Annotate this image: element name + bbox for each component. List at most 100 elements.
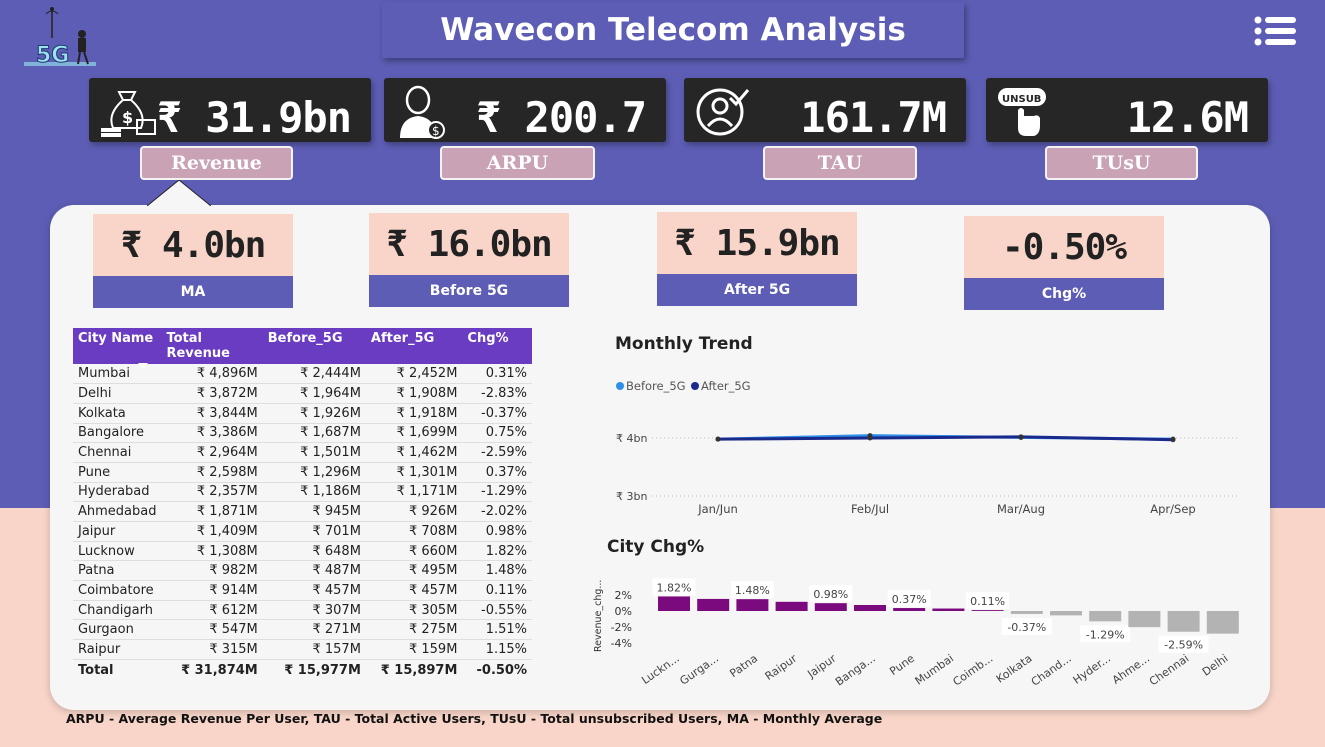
total-label-cell: Total [73, 658, 162, 682]
metric-value: ₹ 15.9bn [657, 212, 857, 274]
kpi-label-tau[interactable]: TAU [763, 146, 917, 180]
value-cell: ₹ 2,444M [262, 364, 366, 385]
value-cell: ₹ 612M [161, 600, 263, 621]
value-cell: 0.31% [462, 364, 532, 385]
value-cell: ₹ 487M [262, 560, 366, 582]
x-tick-label: Apr/Sep [1150, 502, 1195, 516]
table-row[interactable]: Chennai ₹ 2,964M ₹ 1,501M ₹ 1,462M -2.59% [73, 442, 532, 463]
value-cell: ₹ 3,386M [161, 423, 263, 444]
value-cell: ₹ 945M [262, 501, 366, 522]
data-label: 1.82% [657, 581, 692, 594]
city-name-cell: Pune [73, 462, 162, 483]
data-point [867, 435, 873, 441]
table-row[interactable]: Hyderabad ₹ 2,357M ₹ 1,186M ₹ 1,171M -1.29% [73, 482, 532, 503]
y-tick-label: ₹ 4bn [616, 432, 647, 445]
table-row[interactable]: Bangalore ₹ 3,386M ₹ 1,687M ₹ 1,699M 0.75% [73, 423, 532, 444]
y-tick-label: -2% [611, 621, 632, 634]
value-cell: ₹ 926M [365, 501, 463, 522]
value-cell: 0.98% [462, 521, 532, 542]
legend-label: After_5G [701, 379, 751, 393]
logo-text: 5G [36, 43, 69, 68]
table-row[interactable]: Patna ₹ 982M ₹ 487M ₹ 495M 1.48% [73, 560, 532, 582]
data-label-bg [1001, 617, 1052, 635]
table-row[interactable]: Gurgaon ₹ 547M ₹ 271M ₹ 275M 1.51% [73, 619, 532, 641]
col-header-chg[interactable]: Chg% [462, 328, 532, 364]
value-cell: -2.59% [462, 442, 532, 463]
bar [1128, 611, 1161, 628]
table-row[interactable]: Delhi ₹ 3,872M ₹ 1,964M ₹ 1,908M -2.83% [73, 383, 532, 404]
kpi-card-revenue[interactable]: $ ₹ 31.9bn [89, 78, 371, 142]
col-header-after-5g[interactable]: After_5G [365, 328, 463, 364]
data-label: -0.37% [1007, 621, 1046, 634]
table-row[interactable]: Jaipur ₹ 1,409M ₹ 701M ₹ 708M 0.98% [73, 521, 532, 542]
table-row[interactable]: Coimbatore ₹ 914M ₹ 457M ₹ 457M 0.11% [73, 580, 532, 601]
bar [1010, 611, 1043, 614]
total-value-cell: ₹ 15,897M [365, 658, 463, 682]
value-cell: ₹ 275M [365, 619, 463, 641]
table-row[interactable]: Mumbai ₹ 4,896M ₹ 2,444M ₹ 2,452M 0.31% [73, 364, 532, 385]
total-value-cell: ₹ 15,977M [262, 658, 366, 682]
table-row[interactable]: Ahmedabad ₹ 1,871M ₹ 945M ₹ 926M -2.02% [73, 501, 532, 522]
x-tick-label: Coimb... [950, 652, 995, 689]
table-row[interactable]: Lucknow ₹ 1,308M ₹ 648M ₹ 660M 1.82% [73, 541, 532, 562]
table-row[interactable]: Raipur ₹ 315M ₹ 157M ₹ 159M 1.15% [73, 639, 532, 660]
sort-desc-icon[interactable] [137, 363, 148, 369]
footer-note: ARPU - Average Revenue Per User, TAU - T… [66, 711, 883, 726]
value-cell: -2.83% [462, 383, 532, 404]
data-label: -2.59% [1164, 639, 1203, 652]
col-header-total-revenue[interactable]: Total Revenue [137, 328, 263, 369]
table-row[interactable]: Chandigarh ₹ 612M ₹ 307M ₹ 305M -0.55% [73, 600, 532, 621]
table-body: Mumbai ₹ 4,896M ₹ 2,444M ₹ 2,452M 0.31% Delhi… [73, 364, 532, 682]
value-cell: ₹ 1,409M [161, 521, 263, 542]
kpi-card-tau[interactable]: 161.7M [684, 78, 966, 142]
kpi-card-arpu[interactable]: $ ₹ 200.7 [384, 78, 666, 142]
kpi-label-tusu[interactable]: TUsU [1045, 146, 1198, 180]
bar [1167, 611, 1200, 632]
table-row[interactable]: Pune ₹ 2,598M ₹ 1,296M ₹ 1,301M 0.37% [73, 462, 532, 483]
value-cell: ₹ 1,171M [365, 482, 463, 503]
unsub-icon-text: UNSUB [1002, 94, 1041, 105]
col-header-before-5g[interactable]: Before_5G [262, 328, 366, 364]
panel-pointer-outline [147, 180, 211, 206]
table-row[interactable]: Kolkata ₹ 3,844M ₹ 1,926M ₹ 1,918M -0.37% [73, 403, 532, 424]
value-cell: ₹ 1,462M [365, 442, 463, 463]
dashboard-title: Wavecon Telecom Analysis [440, 12, 906, 48]
kpi-card-tusu[interactable]: UNSUB 12.6M [986, 78, 1268, 142]
value-cell: ₹ 1,308M [161, 541, 263, 562]
legend-marker [691, 382, 699, 390]
value-cell: ₹ 495M [365, 560, 463, 582]
svg-text:$: $ [122, 108, 133, 127]
city-name-cell: Chennai [73, 442, 162, 463]
bar [1050, 611, 1082, 616]
city-name-cell: Patna [73, 560, 162, 582]
bar [932, 608, 965, 611]
value-cell: ₹ 660M [365, 541, 463, 562]
x-tick-label: Ahme... [1110, 652, 1152, 687]
menu-list-icon[interactable] [1254, 16, 1296, 46]
value-cell: ₹ 1,296M [262, 462, 366, 483]
col-header-city[interactable]: City Name [73, 328, 162, 364]
value-cell: 0.11% [462, 580, 532, 601]
data-label: 1.48% [735, 584, 770, 597]
data-label-bg [966, 592, 1010, 610]
city-name-cell: Gurgaon [73, 619, 162, 641]
value-cell: ₹ 271M [262, 619, 366, 641]
data-label-bg [887, 590, 931, 608]
table-header-row: City Name Total Revenue Before_5G After_… [73, 328, 532, 369]
x-tick-label: Raipur [763, 652, 800, 683]
user-coin-icon: $ [400, 85, 445, 139]
bar [854, 605, 886, 611]
kpi-label-arpu[interactable]: ARPU [440, 146, 595, 180]
value-cell: ₹ 457M [262, 580, 366, 601]
data-label-bg [1080, 625, 1131, 643]
value-cell: ₹ 1,871M [161, 501, 263, 522]
value-cell: ₹ 1,926M [262, 403, 366, 424]
value-cell: ₹ 2,452M [365, 364, 463, 385]
value-cell: ₹ 307M [262, 600, 366, 621]
legend-label: Before_5G [626, 379, 686, 393]
total-value-cell: -0.50% [462, 658, 532, 682]
x-tick-label: Banga... [833, 652, 878, 689]
kpi-value: ₹ 200.7 [475, 93, 647, 142]
kpi-label-revenue[interactable]: Revenue [140, 146, 293, 180]
legend-marker [616, 382, 624, 390]
